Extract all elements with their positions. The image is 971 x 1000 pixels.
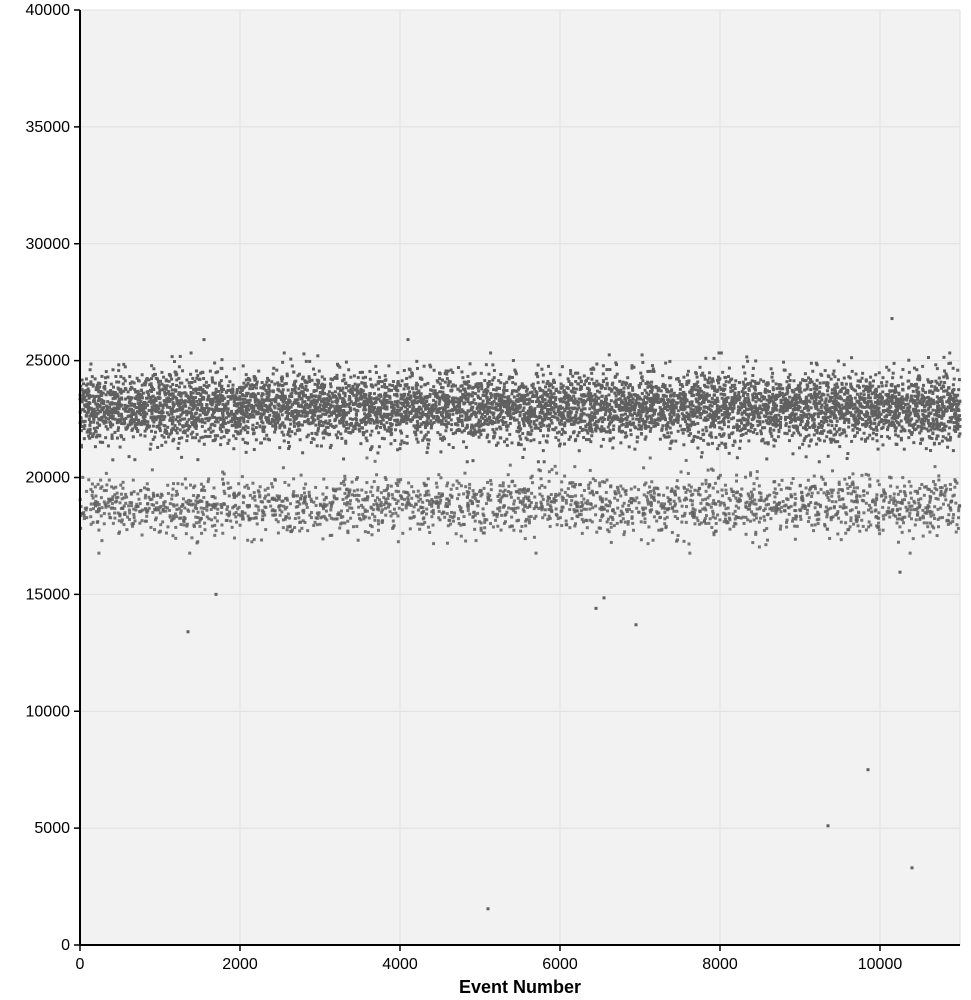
x-axis-label: Event Number	[459, 977, 581, 997]
chart-svg: 0200040006000800010000050001000015000200…	[0, 0, 971, 1000]
scatter-chart: 0200040006000800010000050001000015000200…	[0, 0, 971, 1000]
